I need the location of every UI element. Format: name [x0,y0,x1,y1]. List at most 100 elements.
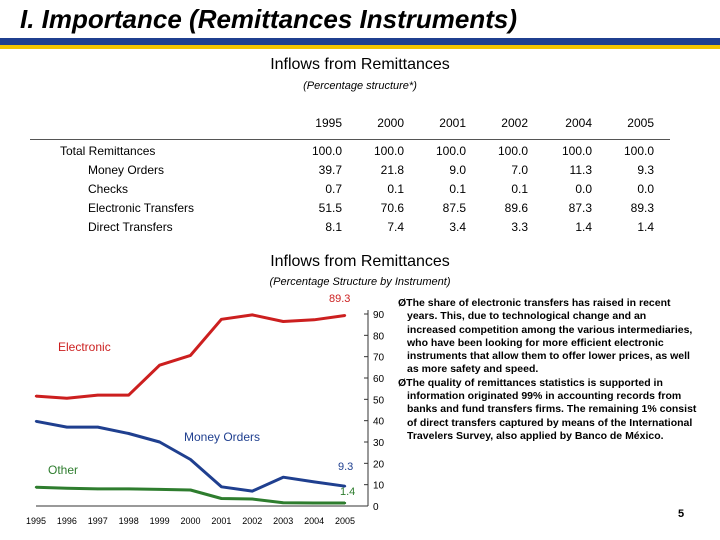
table-subtitle: (Percentage structure*) [303,80,417,92]
y-tick-label: 70 [373,353,385,364]
y-tick-label: 50 [373,395,385,406]
table-year-header: 2000 [377,116,404,130]
x-tick-label: 2004 [304,516,324,526]
table-cell: 1.4 [637,220,654,234]
table-cell: 0.1 [449,182,466,196]
data-point [96,487,100,491]
x-tick-label: 1997 [88,516,108,526]
table-cell: 11.3 [569,163,592,177]
data-point [96,393,100,397]
table-cell: 0.0 [575,182,592,196]
table-year-header: 2004 [565,116,592,130]
slide-title: I. Importance (Remittances Instruments) [20,4,517,34]
data-point [96,425,100,429]
y-tick-label: 20 [373,459,385,470]
table-cell: 87.5 [442,201,466,215]
y-tick-label: 30 [373,438,385,449]
end-value-label: 1.4 [340,486,355,498]
x-tick-label: 2003 [273,516,293,526]
table-cell: 89.6 [504,201,528,215]
data-point [65,397,69,400]
data-point [158,364,161,367]
notes-panel: ØThe share of electronic transfers has r… [398,297,698,443]
end-value-label: 89.3 [329,293,350,305]
table-cell: 3.3 [511,220,528,234]
data-point [343,314,347,317]
table-cell: 87.3 [568,201,592,215]
data-point [251,313,254,317]
table-row-label: Money Orders [88,163,165,177]
y-tick-label: 80 [373,331,385,342]
table-year-header: 1995 [315,116,342,130]
table-year-header: 2001 [439,116,466,130]
table-cell: 89.3 [630,201,654,215]
y-tick-label: 90 [373,310,385,321]
table-cell: 0.7 [325,182,342,196]
table-cell: 0.1 [387,182,404,196]
y-tick-label: 40 [373,417,385,428]
table-cell: 100.0 [373,144,404,158]
data-point [251,489,254,493]
x-tick-label: 1998 [119,516,139,526]
data-point [65,487,69,490]
x-tick-label: 2005 [335,516,355,526]
x-tick-label: 2001 [211,516,231,526]
x-tick-label: 1999 [150,516,170,526]
table-cell: 39.7 [318,163,342,177]
table-year-header: 2005 [627,116,654,130]
data-point [220,497,223,500]
end-value-label: 9.3 [338,461,353,473]
table-cell: 1.4 [575,220,592,234]
note-item: ØThe quality of remittances statistics i… [398,376,697,442]
chart-subtitle: (Percentage Structure by Instrument) [269,276,451,288]
table-cell: 9.0 [449,163,466,177]
data-point [158,440,161,444]
y-tick-label: 10 [373,481,385,492]
table-cell: 100.0 [497,144,528,158]
y-tick-label: 0 [373,502,379,513]
page-number: 5 [678,508,685,520]
table-header-rule [30,139,670,140]
data-point [282,476,285,479]
x-tick-label: 2002 [242,516,262,526]
x-tick-label: 2000 [180,516,200,526]
series-name-label: Money Orders [184,430,260,444]
series-name-label: Other [48,463,78,477]
chart-title: Inflows from Remittances [270,253,450,270]
data-point [312,501,316,505]
y-tick-label: 60 [373,374,385,385]
data-point [282,320,285,323]
data-point [34,486,38,489]
data-point [189,458,192,461]
table-year-header: 2002 [501,116,528,130]
data-point [189,354,192,357]
data-point [189,488,192,492]
data-point [127,432,130,435]
table-cell: 100.0 [561,144,592,158]
table-cell: 8.1 [325,220,342,234]
table-cell: 0.1 [511,182,528,196]
data-point [34,394,38,398]
table-cell: 100.0 [311,144,342,158]
table-cell: 70.6 [380,201,404,215]
series-line [35,313,346,400]
table-cell: 9.3 [637,163,654,177]
table-cell: 100.0 [623,144,654,158]
table-row-label: Checks [88,182,129,196]
table-cell: 21.8 [380,163,404,177]
title-bar-gold [0,45,720,49]
table-cell: 51.5 [318,201,342,215]
note-item: ØThe share of electronic transfers has r… [398,297,693,376]
data-point [282,501,285,504]
data-point [343,484,347,488]
data-point [65,425,69,429]
table-cell: 3.4 [449,220,466,234]
data-point [127,487,130,491]
table-row-label: Direct Transfers [88,220,173,234]
data-point [312,318,316,321]
data-point [343,501,347,505]
table-row-label: Total Remittances [60,144,156,158]
table-cell: 7.4 [387,220,404,234]
table-cell: 100.0 [435,144,466,158]
